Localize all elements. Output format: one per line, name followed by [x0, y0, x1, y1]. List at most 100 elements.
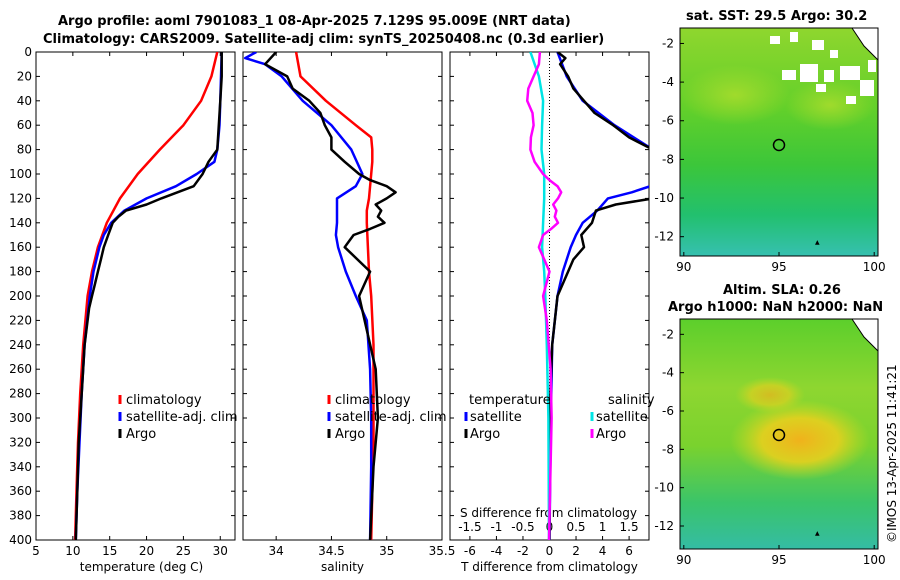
salinity-frame	[242, 51, 443, 541]
temperature-series-satellite-adj-clim	[74, 52, 223, 540]
sst-map-axes: 90 95 100 -2 -4 -6 -8 -10 -12	[654, 36, 885, 274]
map-ytick-label: -12	[654, 230, 674, 244]
difference-stick-label: -1.5	[458, 520, 481, 534]
difference-xtick-label: 6	[625, 544, 633, 558]
depth-tick-label: 120	[9, 191, 32, 205]
depth-tick-label: 100	[9, 167, 32, 181]
temperature-series-argo	[74, 52, 223, 540]
depth-tick-label: 260	[9, 362, 32, 376]
depth-tick-label: 200	[9, 289, 32, 303]
temperature-xtick-label: 15	[102, 544, 117, 558]
depth-tick-label: 280	[9, 387, 32, 401]
map-ytick-label: -4	[662, 75, 674, 89]
depth-tick-label: 180	[9, 265, 32, 279]
map-ytick-label: -2	[662, 327, 674, 341]
sla-argo-marker	[772, 428, 786, 442]
map-xtick-label: 100	[863, 260, 886, 274]
depth-tick-label: 0	[24, 45, 32, 59]
sla-map-title-line2: Argo h1000: NaN h2000: NaN	[668, 300, 884, 315]
legend-salinity-title: salinity	[608, 393, 655, 408]
depth-tick-label: 320	[9, 435, 32, 449]
map-ytick-label: -8	[662, 152, 674, 166]
difference-legend-label: Argo	[596, 427, 626, 442]
salinity-xtick-label: 35	[379, 544, 394, 558]
salinity-xtick-label: 34.5	[318, 544, 345, 558]
salinity-legend-label: satellite-adj. clim	[335, 410, 447, 425]
map-xtick-label: 95	[771, 553, 786, 567]
legend-temperature-title: temperature	[469, 393, 551, 408]
depth-tick-label: 400	[9, 533, 32, 547]
salinity-legend-label: Argo	[335, 427, 365, 442]
depth-tick-label: 60	[17, 118, 32, 132]
map-xtick-label: 90	[676, 553, 691, 567]
sla-map-title-line1: Altim. SLA: 0.26	[723, 283, 841, 298]
difference-series-salinity-satellite	[529, 52, 551, 540]
depth-tick-label: 80	[17, 143, 32, 157]
sst-argo-marker	[772, 138, 786, 152]
difference-stick-label: -0.5	[511, 520, 534, 534]
depth-tick-label: 360	[9, 484, 32, 498]
salinity-xtick-label: 35.5	[429, 544, 456, 558]
salinity-panel: 34 34.5 35 35.5 salinity climatology satellite…	[242, 51, 456, 574]
difference-xtick-label: -4	[490, 544, 502, 558]
temperature-xtick-label: 25	[176, 544, 191, 558]
map-ytick-label: -10	[654, 481, 674, 495]
salinity-series-climatology	[294, 52, 375, 540]
temperature-xtick-label: 30	[213, 544, 228, 558]
difference-legend-label: satellite	[470, 410, 522, 425]
depth-tick-label: 380	[9, 509, 32, 523]
sst-map: ▲	[679, 27, 879, 257]
temperature-panel: 5 10 15 20 25 30 temperature (deg C) 0 20 40 60 80 1…	[9, 45, 238, 574]
figure-title-line2: Climatology: CARS2009. Satellite-adj cli…	[43, 32, 605, 47]
map-ytick-label: -8	[662, 442, 674, 456]
temperature-xtick-label: 5	[32, 544, 40, 558]
difference-xtick-label: 4	[599, 544, 607, 558]
sla-map-axes: 90 95 100 -2 -4 -6 -8 -10 -12	[654, 327, 885, 567]
difference-panel: -6 -4 -2 0 2 4 6 T difference from climatology -…	[449, 51, 655, 574]
difference-legend-label: satellite	[596, 410, 648, 425]
salinity-xlabel: salinity	[321, 560, 364, 574]
salinity-xtick-label: 34	[269, 544, 284, 558]
difference-xtick-label: -2	[517, 544, 529, 558]
map-ytick-label: -10	[654, 191, 674, 205]
difference-xtick-label: 2	[572, 544, 580, 558]
sst-cloud-gaps	[770, 32, 876, 104]
salinity-legend-label: climatology	[335, 393, 411, 408]
temperature-legend-label: Argo	[126, 427, 156, 442]
depth-tick-label: 220	[9, 313, 32, 327]
difference-xlabel: T difference from climatology	[460, 560, 638, 574]
svg-text:▲: ▲	[815, 239, 820, 246]
depth-tick-label: 300	[9, 411, 32, 425]
difference-xtick-label: 0	[546, 544, 554, 558]
map-ytick-label: -6	[662, 114, 674, 128]
depth-tick-label: 240	[9, 338, 32, 352]
difference-legend-label: Argo	[470, 427, 500, 442]
map-ytick-label: -2	[662, 36, 674, 50]
depth-tick-label: 160	[9, 240, 32, 254]
temperature-legend-label: satellite-adj. clim	[126, 410, 238, 425]
difference-xtick-label: -6	[464, 544, 476, 558]
salinity-series-argo	[263, 52, 397, 540]
temperature-xtick-label: 20	[139, 544, 154, 558]
map-xtick-label: 90	[676, 260, 691, 274]
map-xtick-label: 95	[771, 260, 786, 274]
sst-map-title: sat. SST: 29.5 Argo: 30.2	[686, 9, 868, 24]
map-ytick-label: -6	[662, 404, 674, 418]
temperature-xtick-label: 10	[65, 544, 80, 558]
map-xtick-label: 100	[863, 553, 886, 567]
svg-text:▲: ▲	[815, 530, 820, 537]
figure-title-line1: Argo profile: aoml 7901083_1 08-Apr-2025…	[58, 14, 571, 29]
map-ytick-label: -4	[662, 366, 674, 380]
difference-stick-label: 1	[599, 520, 607, 534]
difference-series-temperature-argo	[548, 52, 649, 540]
depth-tick-label: 40	[17, 94, 32, 108]
difference-series-salinity-argo	[525, 52, 563, 540]
temperature-xlabel: temperature (deg C)	[80, 560, 203, 574]
temperature-series-climatology	[73, 52, 219, 540]
temperature-frame	[35, 51, 236, 541]
difference-stick-label: 1.5	[620, 520, 639, 534]
map-ytick-label: -12	[654, 519, 674, 533]
sla-map: ▲	[679, 318, 879, 550]
difference-stick-label: -1	[490, 520, 502, 534]
